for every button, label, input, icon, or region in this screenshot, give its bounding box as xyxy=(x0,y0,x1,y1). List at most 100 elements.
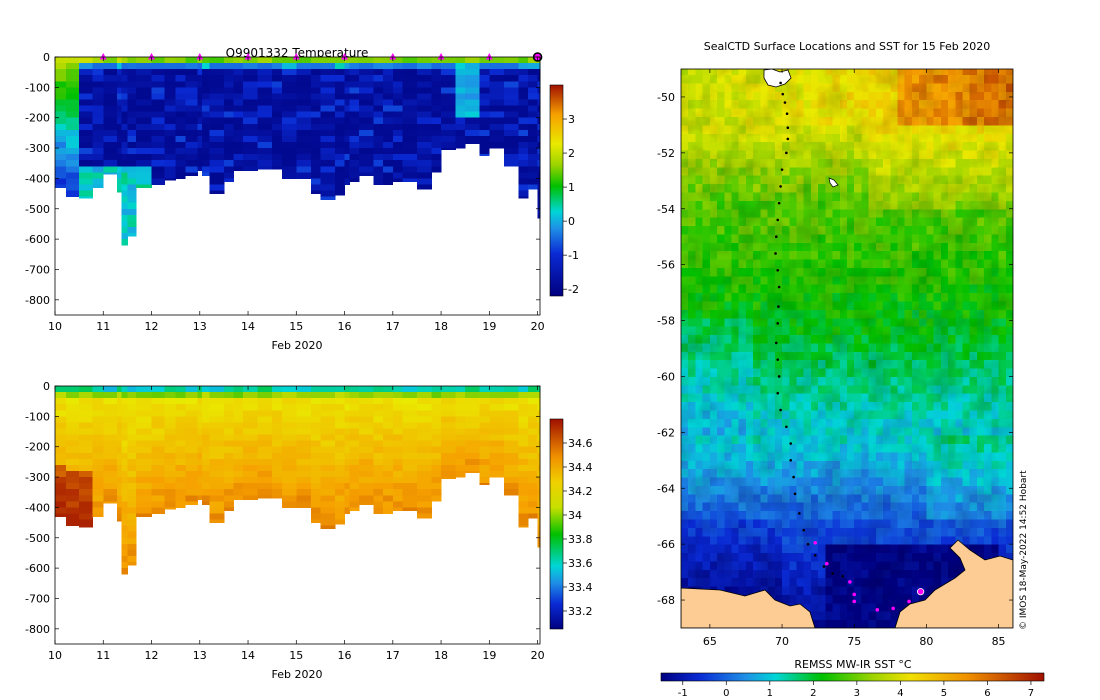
data-cell xyxy=(257,398,273,405)
data-cell xyxy=(518,93,529,100)
data-cell xyxy=(79,489,94,496)
data-cell xyxy=(209,513,225,520)
data-cell xyxy=(373,141,384,149)
data-cell xyxy=(503,440,519,448)
data-cell xyxy=(416,477,432,484)
data-cell xyxy=(359,458,374,466)
data-cell xyxy=(164,75,177,82)
data-cell xyxy=(349,178,360,182)
data-cell xyxy=(121,99,128,106)
data-cell xyxy=(383,99,394,106)
data-cell xyxy=(151,160,165,167)
data-cell xyxy=(537,525,541,533)
data-cell xyxy=(431,386,442,393)
data-cell xyxy=(79,392,94,399)
data-cell xyxy=(185,410,198,417)
data-cell xyxy=(320,470,336,478)
data-cell xyxy=(151,446,165,454)
data-cell xyxy=(416,178,432,185)
data-cell xyxy=(209,458,225,466)
data-cell xyxy=(121,416,128,423)
data-cell xyxy=(518,501,529,508)
data-cell xyxy=(310,117,321,125)
salinity-colorbar xyxy=(549,418,564,630)
data-cell xyxy=(518,392,529,399)
data-cell xyxy=(537,446,541,454)
x-tick-label: 10 xyxy=(48,320,62,333)
data-cell xyxy=(185,386,198,393)
data-cell xyxy=(310,129,321,137)
data-cell xyxy=(527,148,538,155)
data-cell xyxy=(175,495,186,502)
data-cell xyxy=(402,178,418,182)
data-cell xyxy=(431,87,442,94)
data-cell xyxy=(479,154,490,157)
data-cell xyxy=(136,470,152,478)
data-cell xyxy=(209,416,225,423)
data-cell xyxy=(127,226,137,234)
data-cell xyxy=(416,184,432,190)
data-cell xyxy=(151,111,165,119)
data-cell xyxy=(296,81,312,88)
data-cell xyxy=(359,416,374,423)
data-cell xyxy=(202,63,210,70)
data-cell xyxy=(272,477,283,484)
data-cell xyxy=(121,501,128,508)
data-cell xyxy=(344,404,350,411)
x-tick-label: 11 xyxy=(96,649,110,662)
data-cell xyxy=(243,428,259,435)
data-cell xyxy=(518,148,529,155)
data-cell xyxy=(197,111,203,119)
data-cell xyxy=(503,69,519,76)
data-cell xyxy=(66,63,80,70)
data-cell xyxy=(209,75,225,82)
data-cell xyxy=(127,190,137,198)
data-cell xyxy=(310,489,321,496)
data-cell xyxy=(479,440,490,448)
data-cell xyxy=(136,81,152,88)
data-cell xyxy=(197,464,203,472)
data-cell xyxy=(344,428,350,435)
data-cell xyxy=(116,386,122,393)
data-cell xyxy=(243,416,259,423)
y-tick-label: -500 xyxy=(25,203,50,216)
data-cell xyxy=(79,57,94,64)
data-cell xyxy=(281,416,297,423)
data-cell xyxy=(373,105,384,113)
data-cell xyxy=(257,160,273,167)
data-cell xyxy=(383,386,394,393)
data-cell xyxy=(527,434,538,442)
data-cell xyxy=(518,63,529,70)
data-cell xyxy=(223,464,234,472)
data-cell xyxy=(320,519,336,527)
data-cell xyxy=(175,470,186,478)
data-cell xyxy=(92,422,104,429)
data-cell xyxy=(441,148,456,150)
data-cell xyxy=(296,434,312,442)
data-cell xyxy=(455,392,466,399)
data-cell xyxy=(116,160,122,167)
data-cell xyxy=(197,440,203,448)
data-cell xyxy=(127,117,137,125)
y-tick-label: -800 xyxy=(25,623,50,636)
data-cell xyxy=(175,87,186,94)
colorbar-tick-label: 34.4 xyxy=(568,461,593,474)
data-cell xyxy=(116,184,122,191)
data-cell xyxy=(116,428,122,435)
data-cell xyxy=(103,87,118,94)
data-cell xyxy=(537,404,541,411)
data-cell xyxy=(164,483,177,490)
data-cell xyxy=(197,422,203,429)
data-cell xyxy=(334,135,345,143)
data-cell xyxy=(373,135,384,143)
data-cell xyxy=(349,117,360,125)
data-cell xyxy=(416,111,432,119)
data-cell xyxy=(127,543,137,551)
data-cell xyxy=(92,452,104,460)
data-cell xyxy=(402,440,418,448)
data-cell xyxy=(455,422,466,429)
data-cell xyxy=(518,57,529,64)
data-cell xyxy=(121,93,128,100)
data-cell xyxy=(334,105,345,113)
data-cell xyxy=(127,129,137,137)
